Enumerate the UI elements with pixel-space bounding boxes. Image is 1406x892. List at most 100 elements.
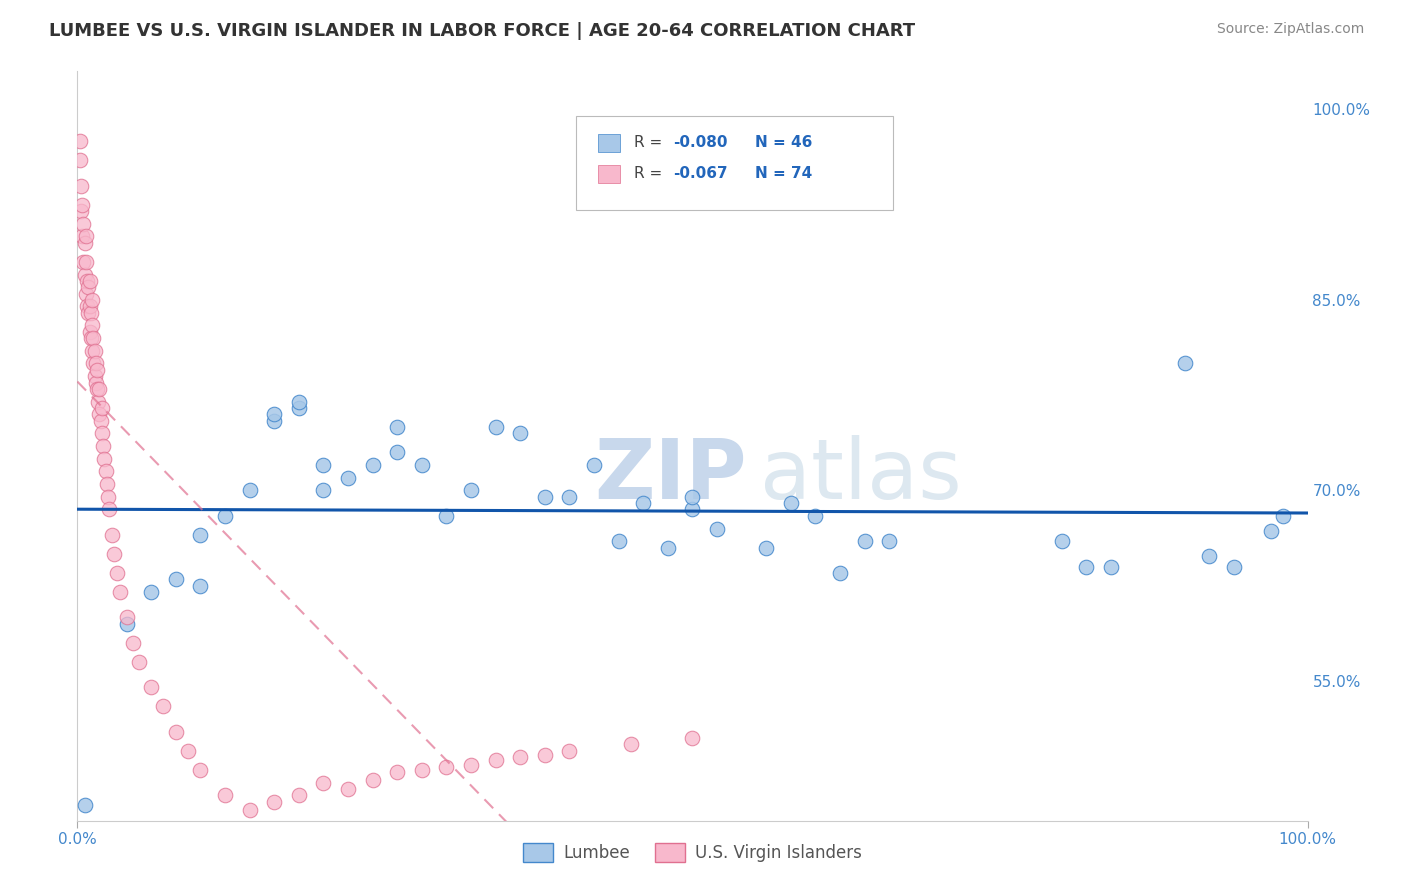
Point — [361, 772, 384, 787]
Point — [84, 376, 107, 390]
Point — [755, 541, 778, 555]
Point — [682, 490, 704, 504]
Point — [84, 356, 107, 370]
Point — [385, 765, 409, 780]
Point — [558, 744, 581, 758]
Point — [337, 471, 360, 485]
Point — [312, 775, 335, 789]
Point — [79, 299, 101, 313]
Point — [853, 534, 876, 549]
Point — [214, 508, 236, 523]
Point — [115, 616, 138, 631]
Text: -0.080: -0.080 — [673, 136, 728, 150]
Point — [80, 331, 103, 345]
Point — [830, 566, 852, 580]
Point — [72, 255, 94, 269]
Point — [1174, 356, 1197, 370]
Point — [73, 268, 96, 282]
Point — [86, 363, 108, 377]
Point — [682, 502, 704, 516]
Point — [82, 293, 104, 307]
Point — [239, 483, 262, 498]
Point — [141, 585, 163, 599]
Text: N = 46: N = 46 — [755, 136, 813, 150]
Point — [73, 798, 96, 813]
Text: atlas: atlas — [761, 435, 962, 516]
Point — [70, 204, 93, 219]
Point — [288, 789, 311, 803]
Point — [385, 445, 409, 459]
Point — [97, 490, 120, 504]
Point — [188, 579, 212, 593]
Point — [87, 394, 110, 409]
Point — [152, 699, 174, 714]
Text: -0.067: -0.067 — [673, 167, 728, 181]
Point — [121, 636, 143, 650]
Point — [509, 750, 531, 764]
Point — [82, 343, 104, 358]
Point — [91, 439, 114, 453]
Point — [1198, 549, 1220, 564]
Point — [94, 464, 117, 478]
Point — [188, 528, 212, 542]
Point — [75, 229, 97, 244]
Point — [86, 382, 108, 396]
Text: LUMBEE VS U.S. VIRGIN ISLANDER IN LABOR FORCE | AGE 20-64 CORRELATION CHART: LUMBEE VS U.S. VIRGIN ISLANDER IN LABOR … — [49, 22, 915, 40]
Point — [1272, 508, 1295, 523]
Point — [263, 414, 285, 428]
Point — [69, 134, 91, 148]
Text: R =: R = — [634, 167, 668, 181]
Point — [103, 547, 125, 561]
Point — [89, 382, 111, 396]
Point — [98, 502, 121, 516]
Point — [1076, 559, 1098, 574]
Point — [165, 572, 187, 586]
Point — [90, 414, 112, 428]
Point — [82, 331, 104, 345]
Point — [90, 401, 114, 415]
Point — [76, 299, 98, 313]
Point — [75, 286, 97, 301]
Point — [633, 496, 655, 510]
Point — [115, 610, 138, 624]
Point — [83, 343, 105, 358]
Point — [105, 566, 128, 580]
Point — [70, 229, 93, 244]
Point — [780, 496, 803, 510]
Text: ZIP: ZIP — [595, 435, 747, 516]
Point — [75, 255, 97, 269]
Point — [263, 407, 285, 421]
Text: N = 74: N = 74 — [755, 167, 813, 181]
Point — [80, 306, 103, 320]
Point — [485, 420, 508, 434]
Point — [101, 528, 124, 542]
Point — [263, 795, 285, 809]
Text: Source: ZipAtlas.com: Source: ZipAtlas.com — [1216, 22, 1364, 37]
Point — [69, 153, 91, 168]
Point — [96, 477, 118, 491]
Point — [1099, 559, 1122, 574]
Point — [361, 458, 384, 472]
Point — [110, 585, 132, 599]
Point — [583, 458, 606, 472]
Point — [337, 781, 360, 796]
Point — [509, 426, 531, 441]
Point — [657, 541, 679, 555]
Point — [79, 325, 101, 339]
Point — [804, 508, 827, 523]
Point — [682, 731, 704, 745]
Point — [879, 534, 901, 549]
Point — [128, 655, 150, 669]
Point — [385, 420, 409, 434]
Point — [70, 178, 93, 193]
Point — [89, 407, 111, 421]
Point — [436, 760, 458, 774]
Point — [214, 789, 236, 803]
Point — [239, 804, 262, 818]
Point — [1223, 559, 1246, 574]
Point — [83, 369, 105, 384]
Point — [558, 490, 581, 504]
Text: R =: R = — [634, 136, 668, 150]
Point — [312, 458, 335, 472]
Point — [82, 318, 104, 333]
